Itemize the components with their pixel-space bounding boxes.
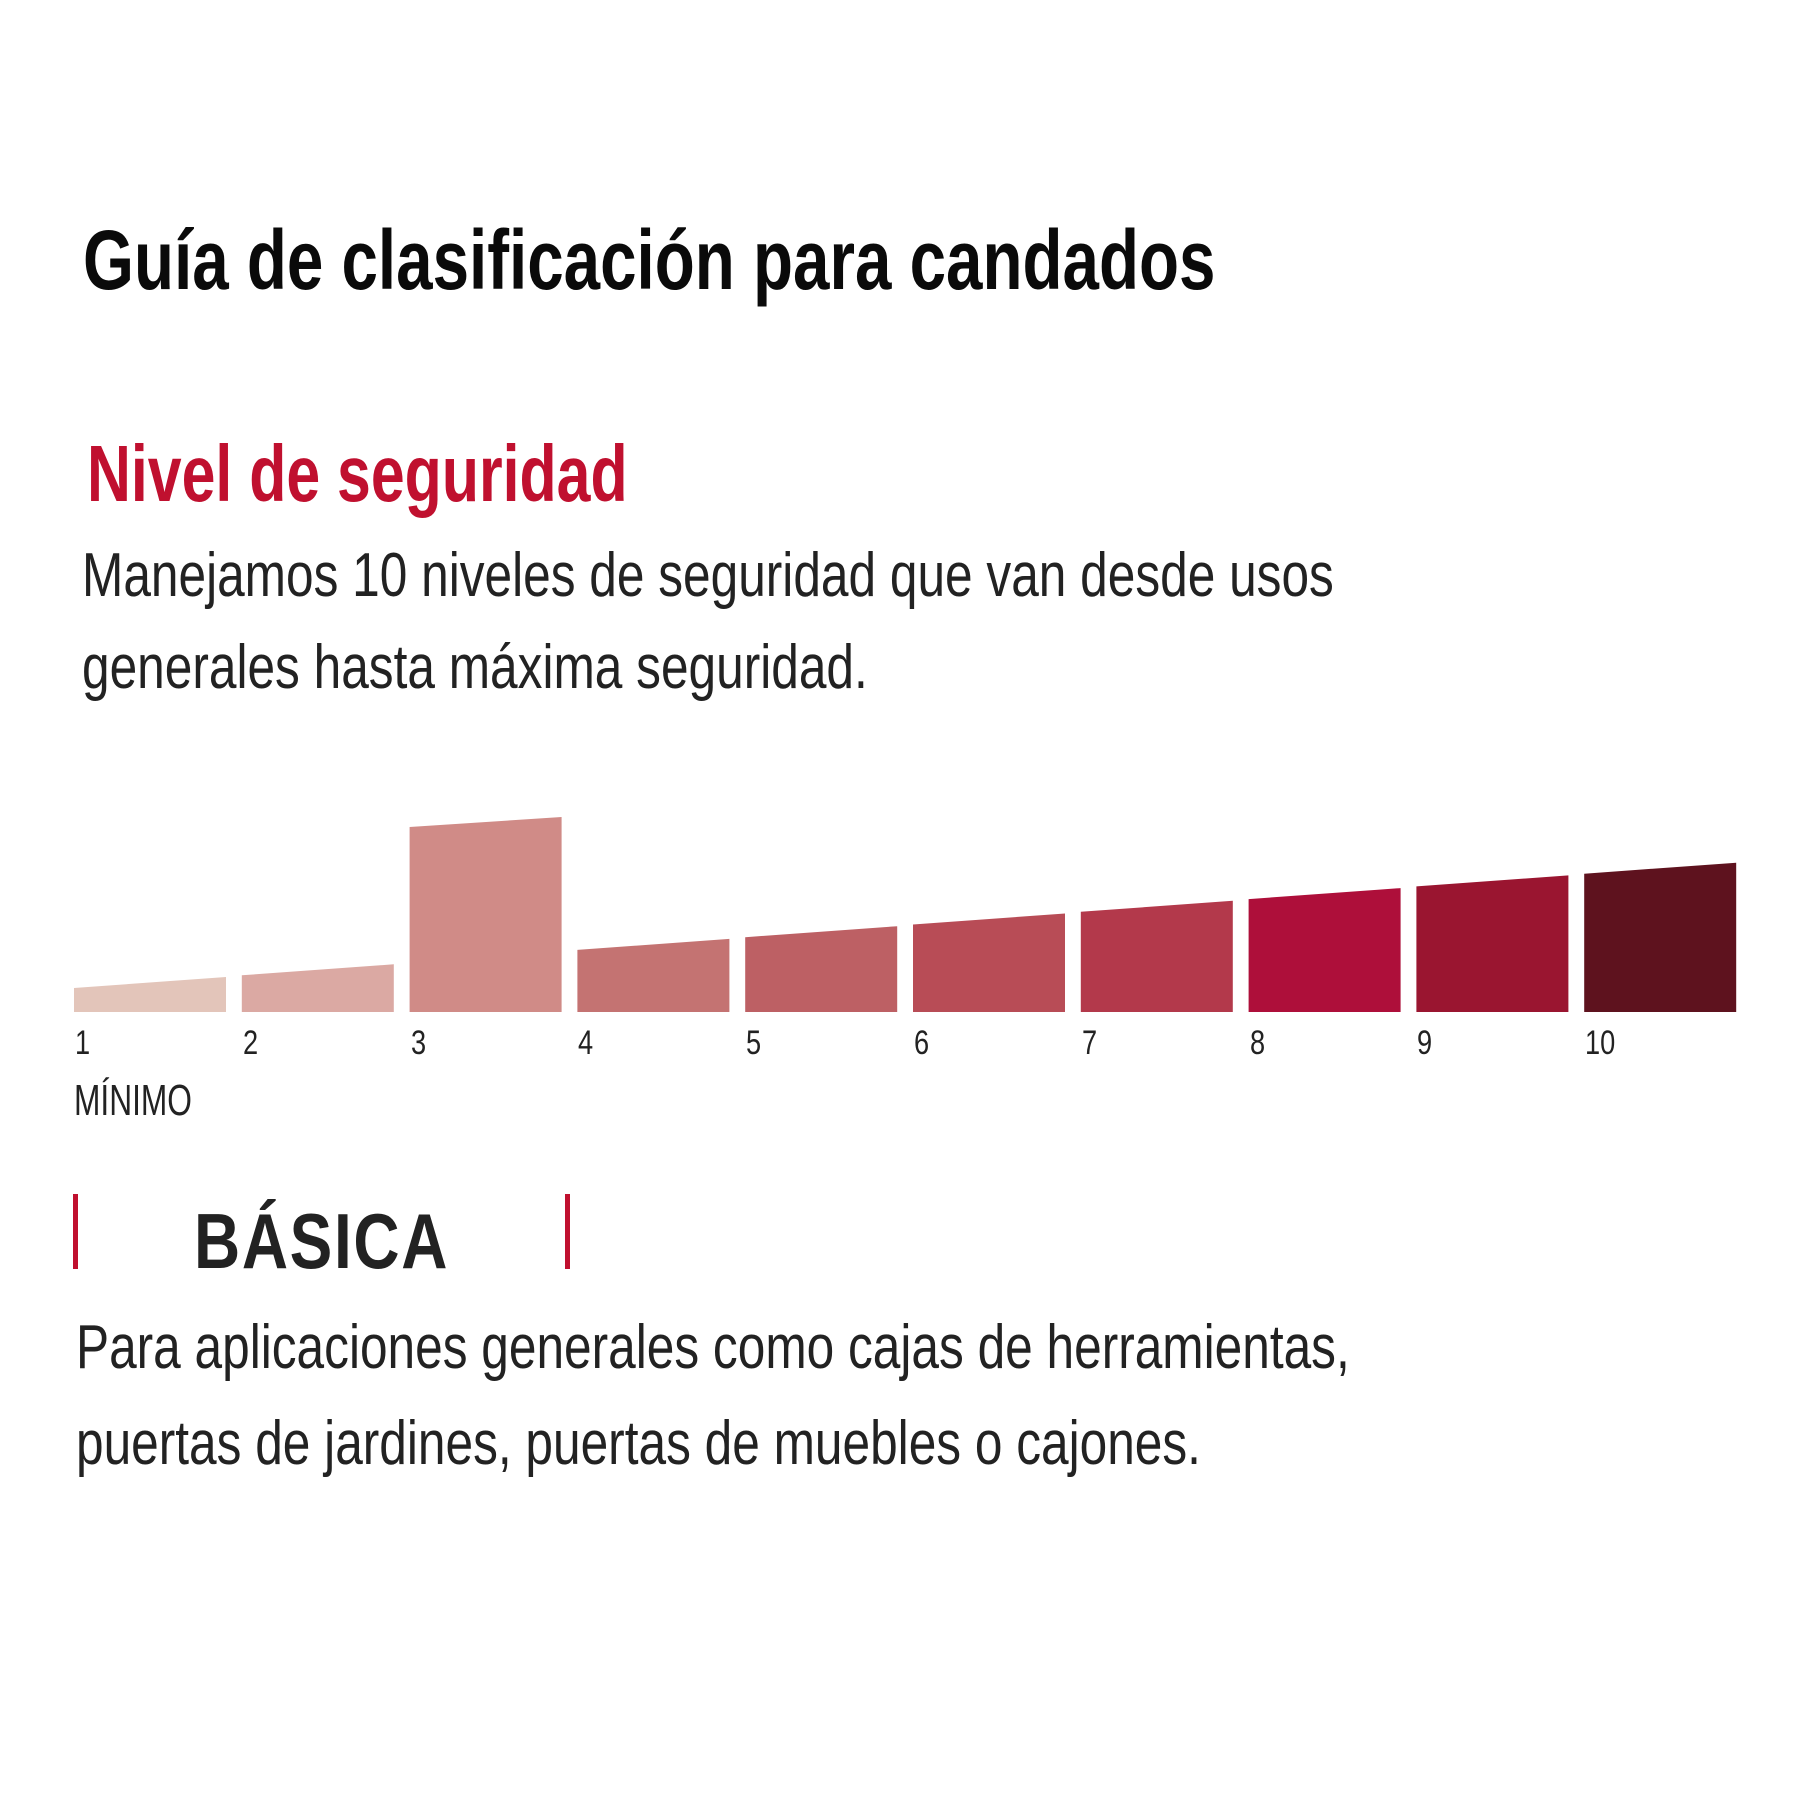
category-description-line-2: puertas de jardines, puertas de muebles … <box>76 1409 1201 1478</box>
right-accent-bar <box>565 1194 570 1269</box>
bar-level-10 <box>1584 862 1737 1012</box>
bar-level-6 <box>913 913 1065 1012</box>
bar-level-4 <box>577 938 730 1012</box>
bar-level-1 <box>74 977 226 1012</box>
category-name: BÁSICA <box>194 1197 450 1285</box>
section-subtitle: Nivel de seguridad <box>87 429 628 518</box>
intro-line-1: Manejamos 10 niveles de seguridad que va… <box>82 541 1334 610</box>
tick-label-7: 7 <box>1081 1024 1097 1062</box>
tick-label-6: 6 <box>914 1024 930 1062</box>
bar-level-9 <box>1416 875 1569 1012</box>
bar-level-5 <box>745 926 898 1012</box>
tick-label-2: 2 <box>242 1024 258 1062</box>
bar-level-7 <box>1080 900 1233 1012</box>
tick-label-9: 9 <box>1417 1024 1433 1062</box>
tick-label-10: 10 <box>1585 1024 1616 1062</box>
tick-label-5: 5 <box>746 1024 762 1062</box>
bar-level-8 <box>1248 888 1401 1012</box>
security-level-chart <box>74 817 1737 1012</box>
tick-label-8: 8 <box>1249 1024 1265 1062</box>
bar-level-2 <box>241 964 394 1012</box>
intro-line-2: generales hasta máxima seguridad. <box>82 633 868 702</box>
left-accent-bar <box>73 1194 78 1269</box>
tick-label-3: 3 <box>410 1024 426 1062</box>
tick-label-1: 1 <box>75 1024 91 1062</box>
minimum-label: MÍNIMO <box>74 1076 192 1125</box>
bar-level-3 <box>409 817 562 1012</box>
category-description-line-1: Para aplicaciones generales como cajas d… <box>76 1313 1350 1382</box>
page-title: Guía de clasificación para candados <box>83 213 1216 307</box>
tick-label-4: 4 <box>578 1024 594 1062</box>
